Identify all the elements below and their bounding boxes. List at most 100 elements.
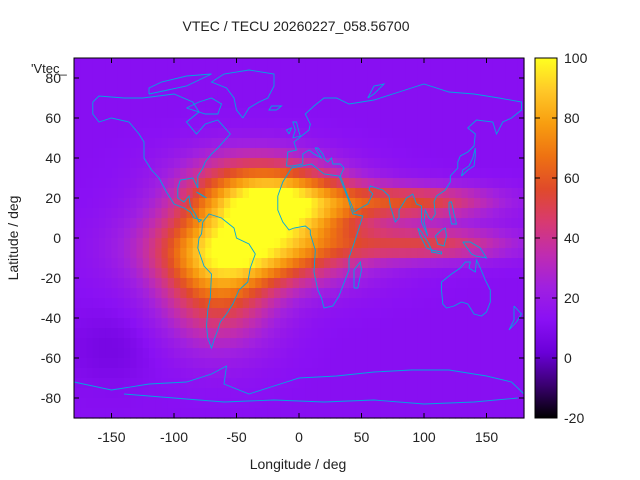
heatmap-cell xyxy=(405,408,413,419)
heatmap-cell xyxy=(105,378,113,389)
heatmap-cell xyxy=(517,338,525,349)
heatmap-cell xyxy=(486,378,494,389)
heatmap-cell xyxy=(355,268,363,279)
heatmap-cell xyxy=(155,368,163,379)
heatmap-cell xyxy=(142,138,150,149)
heatmap-cell xyxy=(211,268,219,279)
heatmap-cell xyxy=(230,288,238,299)
heatmap-cell xyxy=(467,408,475,419)
colorbar-tick-label: 40 xyxy=(564,230,580,246)
heatmap-cell xyxy=(486,268,494,279)
heatmap-cell xyxy=(117,288,125,299)
heatmap-cell xyxy=(80,268,88,279)
heatmap-cell xyxy=(461,398,469,409)
heatmap-cell xyxy=(242,148,250,159)
heatmap-cell xyxy=(324,138,331,149)
heatmap-cell xyxy=(86,188,94,199)
heatmap-cell xyxy=(449,218,456,229)
heatmap-cell xyxy=(86,288,94,299)
heatmap-cell xyxy=(405,248,413,259)
heatmap-cell xyxy=(424,348,431,359)
heatmap-cell xyxy=(417,108,425,119)
heatmap-cell xyxy=(399,218,406,229)
heatmap-cell xyxy=(455,408,463,419)
heatmap-cell xyxy=(311,98,319,109)
heatmap-cell xyxy=(455,108,463,119)
heatmap-cell xyxy=(436,378,444,389)
heatmap-cell xyxy=(155,88,163,99)
heatmap-cell xyxy=(180,398,188,409)
heatmap-cell xyxy=(324,398,331,409)
heatmap-cell xyxy=(167,138,175,149)
heatmap-cell xyxy=(474,198,481,209)
heatmap-cell xyxy=(136,138,144,149)
heatmap-cell xyxy=(317,248,325,259)
heatmap-cell xyxy=(480,268,488,279)
heatmap-cell xyxy=(499,68,506,79)
heatmap-cell xyxy=(199,178,206,189)
heatmap-cell xyxy=(124,258,131,269)
heatmap-cell xyxy=(205,258,213,269)
heatmap-cell xyxy=(311,78,319,89)
heatmap-cell xyxy=(80,288,88,299)
heatmap-cell xyxy=(342,358,350,369)
heatmap-cell xyxy=(511,118,519,129)
heatmap-cell xyxy=(99,228,106,239)
heatmap-cell xyxy=(199,268,206,279)
heatmap-cell xyxy=(324,258,331,269)
heatmap-cell xyxy=(405,278,413,289)
heatmap-cell xyxy=(286,378,294,389)
heatmap-cell xyxy=(399,238,406,249)
heatmap-cell xyxy=(230,118,238,129)
heatmap-cell xyxy=(249,208,256,219)
heatmap-cell xyxy=(136,88,144,99)
heatmap-cell xyxy=(392,78,400,89)
heatmap-cell xyxy=(380,118,388,129)
heatmap-cell xyxy=(74,398,81,409)
heatmap-cell xyxy=(111,268,119,279)
heatmap-cell xyxy=(99,378,106,389)
heatmap-cell xyxy=(349,198,356,209)
heatmap-cell xyxy=(155,128,163,139)
heatmap-cell xyxy=(349,398,356,409)
y-tick-label: 60 xyxy=(45,110,61,126)
heatmap-cell xyxy=(161,148,169,159)
heatmap-cell xyxy=(192,328,200,339)
heatmap-cell xyxy=(255,348,263,359)
heatmap-cell xyxy=(499,328,506,339)
heatmap-cell xyxy=(424,258,431,269)
heatmap-cell xyxy=(467,318,475,329)
heatmap-cell xyxy=(449,298,456,309)
heatmap-cell xyxy=(111,118,119,129)
heatmap-cell xyxy=(117,218,125,229)
heatmap-cell xyxy=(480,148,488,159)
heatmap-cell xyxy=(180,158,188,169)
heatmap-cell xyxy=(505,358,513,369)
heatmap-cell xyxy=(405,138,413,149)
heatmap-cell xyxy=(292,288,300,299)
heatmap-cell xyxy=(417,378,425,389)
heatmap-cell xyxy=(255,98,263,109)
coastline xyxy=(292,121,301,139)
heatmap-cell xyxy=(199,388,206,399)
heatmap-cell xyxy=(155,358,163,369)
heatmap-cell xyxy=(286,148,294,159)
heatmap-cell xyxy=(305,398,313,409)
heatmap-cell xyxy=(99,328,106,339)
heatmap-cell xyxy=(192,188,200,199)
heatmap-cell xyxy=(136,168,144,179)
heatmap-cell xyxy=(155,348,163,359)
heatmap-cell xyxy=(486,158,494,169)
heatmap-cell xyxy=(499,348,506,359)
heatmap-cell xyxy=(474,178,481,189)
heatmap-cell xyxy=(361,138,369,149)
heatmap-cell xyxy=(167,388,175,399)
heatmap-cell xyxy=(180,98,188,109)
heatmap-cell xyxy=(330,308,338,319)
heatmap-cell xyxy=(467,228,475,239)
heatmap-cell xyxy=(474,148,481,159)
heatmap-cell xyxy=(86,278,94,289)
heatmap-cell xyxy=(349,348,356,359)
heatmap-cell xyxy=(499,88,506,99)
heatmap-cell xyxy=(292,378,300,389)
